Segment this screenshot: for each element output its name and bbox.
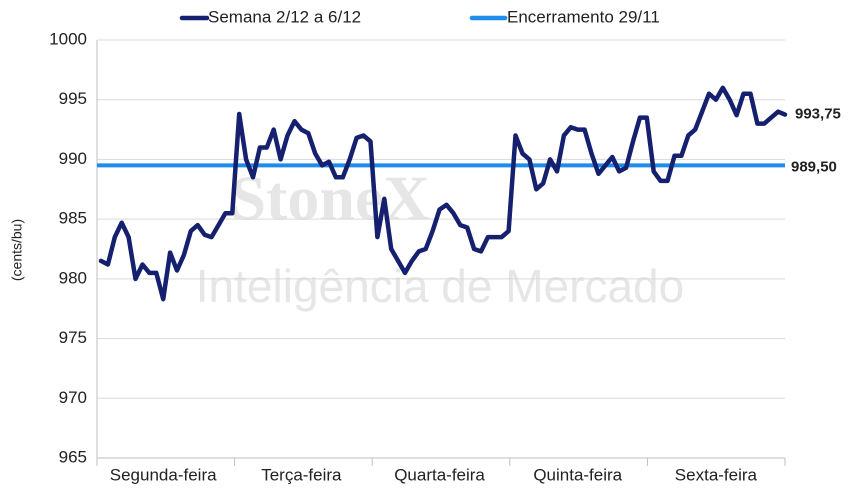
y-tick-label: 965 [59,447,87,466]
y-tick-label: 980 [59,268,87,287]
x-tick-label: Quinta-feira [533,465,622,484]
legend-label: Encerramento 29/11 [507,7,660,26]
y-tick-label: 970 [59,388,87,407]
reference-label: 989,50 [791,158,837,175]
line-series [98,85,788,302]
y-axis-label: (cents/bu) [9,219,25,281]
legend-label: Semana 2/12 a 6/12 [208,7,361,26]
y-tick-label: 1000 [49,29,87,48]
y-tick-label: 990 [59,149,87,168]
y-tick-label: 985 [59,209,87,228]
y-tick-label: 975 [59,328,87,347]
x-tick-label: Segunda-feira [110,465,217,484]
end-label: 993,75 [795,106,841,123]
watermark: StoneX [230,163,429,234]
x-tick-label: Quarta-feira [394,465,485,484]
x-tick-label: Sexta-feira [675,465,758,484]
x-tick-label: Terça-feira [261,465,342,484]
watermark: Inteligência de Mercado [196,260,684,312]
y-tick-label: 995 [59,89,87,108]
